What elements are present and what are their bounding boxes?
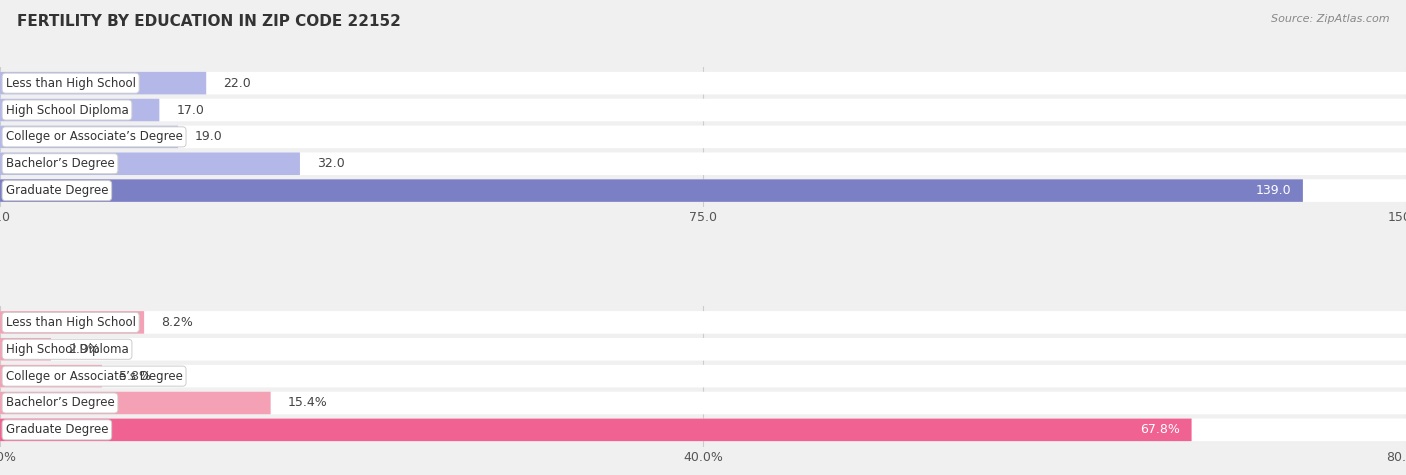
- FancyBboxPatch shape: [0, 392, 270, 414]
- FancyBboxPatch shape: [0, 365, 101, 388]
- Text: 2.9%: 2.9%: [67, 343, 100, 356]
- FancyBboxPatch shape: [0, 338, 1406, 361]
- Text: 32.0: 32.0: [316, 157, 344, 170]
- Text: 8.2%: 8.2%: [160, 316, 193, 329]
- FancyBboxPatch shape: [0, 365, 1406, 388]
- Text: Graduate Degree: Graduate Degree: [6, 184, 108, 197]
- Text: 17.0: 17.0: [176, 104, 204, 116]
- FancyBboxPatch shape: [0, 72, 207, 95]
- Text: Less than High School: Less than High School: [6, 316, 135, 329]
- FancyBboxPatch shape: [0, 418, 1406, 441]
- FancyBboxPatch shape: [0, 179, 1406, 202]
- FancyBboxPatch shape: [0, 311, 1406, 334]
- Text: Source: ZipAtlas.com: Source: ZipAtlas.com: [1271, 14, 1389, 24]
- Text: Bachelor’s Degree: Bachelor’s Degree: [6, 397, 114, 409]
- FancyBboxPatch shape: [0, 152, 1406, 175]
- Text: 5.8%: 5.8%: [118, 370, 150, 383]
- FancyBboxPatch shape: [0, 338, 51, 361]
- FancyBboxPatch shape: [0, 311, 143, 334]
- Text: 15.4%: 15.4%: [287, 397, 328, 409]
- Text: 139.0: 139.0: [1256, 184, 1292, 197]
- Text: FERTILITY BY EDUCATION IN ZIP CODE 22152: FERTILITY BY EDUCATION IN ZIP CODE 22152: [17, 14, 401, 29]
- Text: High School Diploma: High School Diploma: [6, 343, 128, 356]
- FancyBboxPatch shape: [0, 72, 1406, 95]
- Text: High School Diploma: High School Diploma: [6, 104, 128, 116]
- Text: Bachelor’s Degree: Bachelor’s Degree: [6, 157, 114, 170]
- Text: 67.8%: 67.8%: [1140, 423, 1181, 437]
- FancyBboxPatch shape: [0, 125, 1406, 148]
- FancyBboxPatch shape: [0, 152, 299, 175]
- FancyBboxPatch shape: [0, 125, 179, 148]
- Text: 19.0: 19.0: [195, 130, 222, 143]
- FancyBboxPatch shape: [0, 418, 1191, 441]
- Text: 22.0: 22.0: [224, 76, 250, 90]
- FancyBboxPatch shape: [0, 179, 1303, 202]
- FancyBboxPatch shape: [0, 392, 1406, 414]
- Text: College or Associate’s Degree: College or Associate’s Degree: [6, 130, 183, 143]
- Text: College or Associate’s Degree: College or Associate’s Degree: [6, 370, 183, 383]
- FancyBboxPatch shape: [0, 99, 1406, 121]
- Text: Graduate Degree: Graduate Degree: [6, 423, 108, 437]
- Text: Less than High School: Less than High School: [6, 76, 135, 90]
- FancyBboxPatch shape: [0, 99, 159, 121]
